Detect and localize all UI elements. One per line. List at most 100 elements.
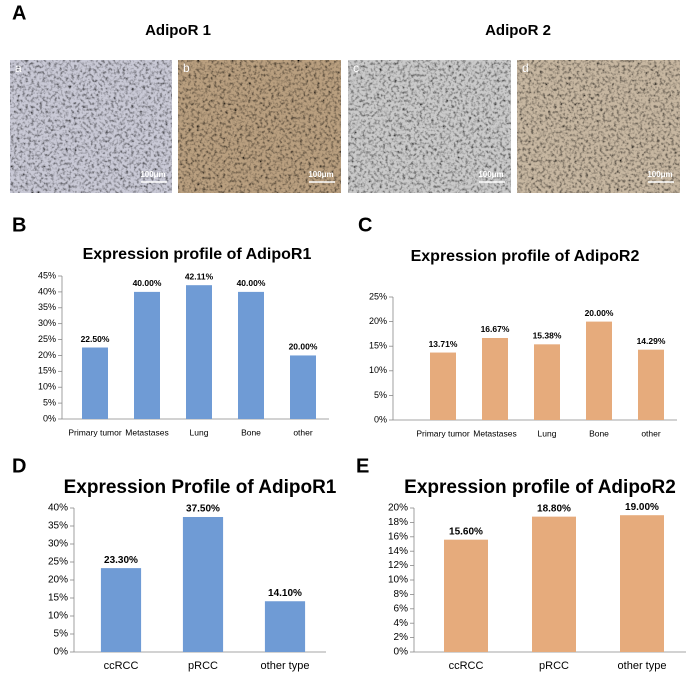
bar (264, 601, 306, 652)
y-tick-label: 5% (43, 397, 56, 407)
bar (444, 539, 488, 652)
y-tick-label: 0% (394, 647, 409, 658)
y-tick-label: 15% (369, 341, 387, 351)
chart-title: Expression profile of AdipoR2 (404, 477, 676, 498)
bar (430, 352, 456, 420)
x-tick-label: Bone (589, 428, 609, 438)
image-label: c (353, 61, 359, 75)
x-tick-label: other type (618, 660, 667, 672)
scale-label: 100μm (308, 170, 333, 179)
data-label: 20.00% (289, 342, 318, 352)
image-label: a (15, 61, 22, 75)
panel-letter: D (12, 455, 26, 477)
y-tick-label: 15% (38, 366, 56, 376)
y-tick-label: 25% (369, 291, 387, 301)
y-tick-label: 8% (394, 589, 409, 600)
micrograph (10, 60, 172, 193)
micrograph (348, 60, 511, 193)
y-tick-label: 10% (48, 611, 68, 622)
bar (534, 344, 560, 420)
panel-letter: B (12, 214, 26, 236)
y-tick-label: 30% (38, 318, 56, 328)
y-tick-label: 10% (388, 575, 408, 586)
x-tick-label: Primary tumor (68, 427, 122, 437)
bar (134, 291, 160, 419)
chart-title: Expression profile of AdipoR1 (83, 246, 312, 263)
x-tick-label: pRCC (539, 660, 569, 672)
x-tick-label: Primary tumor (416, 428, 470, 438)
x-tick-label: ccRCC (104, 660, 139, 672)
panel-letter: A (12, 2, 26, 24)
data-label: 16.67% (481, 324, 510, 334)
x-tick-label: other (641, 428, 661, 438)
data-label: 20.00% (585, 308, 614, 318)
y-tick-label: 12% (388, 560, 408, 571)
y-tick-label: 25% (38, 334, 56, 344)
x-tick-label: Lung (538, 428, 557, 438)
data-label: 18.80% (537, 503, 571, 514)
bar (238, 291, 264, 419)
micrograph (178, 60, 341, 193)
x-tick-label: Metastases (125, 427, 168, 437)
data-label: 40.00% (133, 278, 162, 288)
y-tick-label: 10% (369, 365, 387, 375)
x-tick-label: Bone (241, 427, 261, 437)
bar (100, 568, 142, 652)
data-label: 15.60% (449, 526, 483, 537)
bar (182, 517, 224, 652)
panel-a (10, 60, 680, 193)
scale-label: 100μm (140, 170, 165, 179)
data-label: 15.38% (533, 331, 562, 341)
x-tick-label: pRCC (188, 660, 218, 672)
scale-label: 100μm (478, 170, 503, 179)
y-tick-label: 45% (38, 270, 56, 280)
image-label: d (522, 61, 529, 75)
data-label: 23.30% (104, 555, 138, 566)
chart-title: Expression Profile of AdipoR1 (64, 477, 337, 498)
bar (620, 515, 664, 652)
x-tick-label: other type (261, 660, 310, 672)
bar (82, 347, 108, 419)
micrograph (517, 60, 680, 193)
y-tick-label: 30% (48, 539, 68, 550)
y-tick-label: 15% (48, 593, 68, 604)
data-label: 14.10% (268, 588, 302, 599)
y-tick-label: 20% (388, 503, 408, 514)
y-tick-label: 16% (388, 531, 408, 542)
y-tick-label: 0% (54, 647, 69, 658)
bar (586, 321, 612, 420)
bar (186, 285, 212, 419)
panel-letter: E (356, 455, 369, 477)
y-tick-label: 0% (374, 414, 387, 424)
y-tick-label: 4% (394, 618, 409, 629)
panel-title: AdipoR 1 (145, 22, 211, 39)
x-tick-label: Metastases (473, 428, 516, 438)
y-tick-label: 0% (43, 413, 56, 423)
y-tick-label: 6% (394, 603, 409, 614)
bar (532, 516, 576, 652)
data-label: 13.71% (429, 339, 458, 349)
y-tick-label: 20% (369, 316, 387, 326)
y-tick-label: 5% (54, 629, 69, 640)
data-label: 37.50% (186, 504, 220, 515)
y-tick-label: 40% (38, 286, 56, 296)
y-tick-label: 5% (374, 390, 387, 400)
x-tick-label: Lung (190, 427, 209, 437)
data-label: 40.00% (237, 278, 266, 288)
y-tick-label: 35% (48, 521, 68, 532)
bar (482, 337, 508, 420)
y-tick-label: 20% (38, 350, 56, 360)
y-tick-label: 10% (38, 382, 56, 392)
panel-title: AdipoR 2 (485, 22, 551, 39)
image-label: b (183, 61, 190, 75)
y-tick-label: 18% (388, 517, 408, 528)
y-tick-label: 40% (48, 503, 68, 514)
data-label: 19.00% (625, 502, 659, 513)
y-tick-label: 2% (394, 632, 409, 643)
y-tick-label: 20% (48, 575, 68, 586)
data-label: 42.11% (185, 271, 214, 281)
data-label: 22.50% (81, 334, 110, 344)
y-tick-label: 25% (48, 557, 68, 568)
x-tick-label: other (293, 427, 313, 437)
